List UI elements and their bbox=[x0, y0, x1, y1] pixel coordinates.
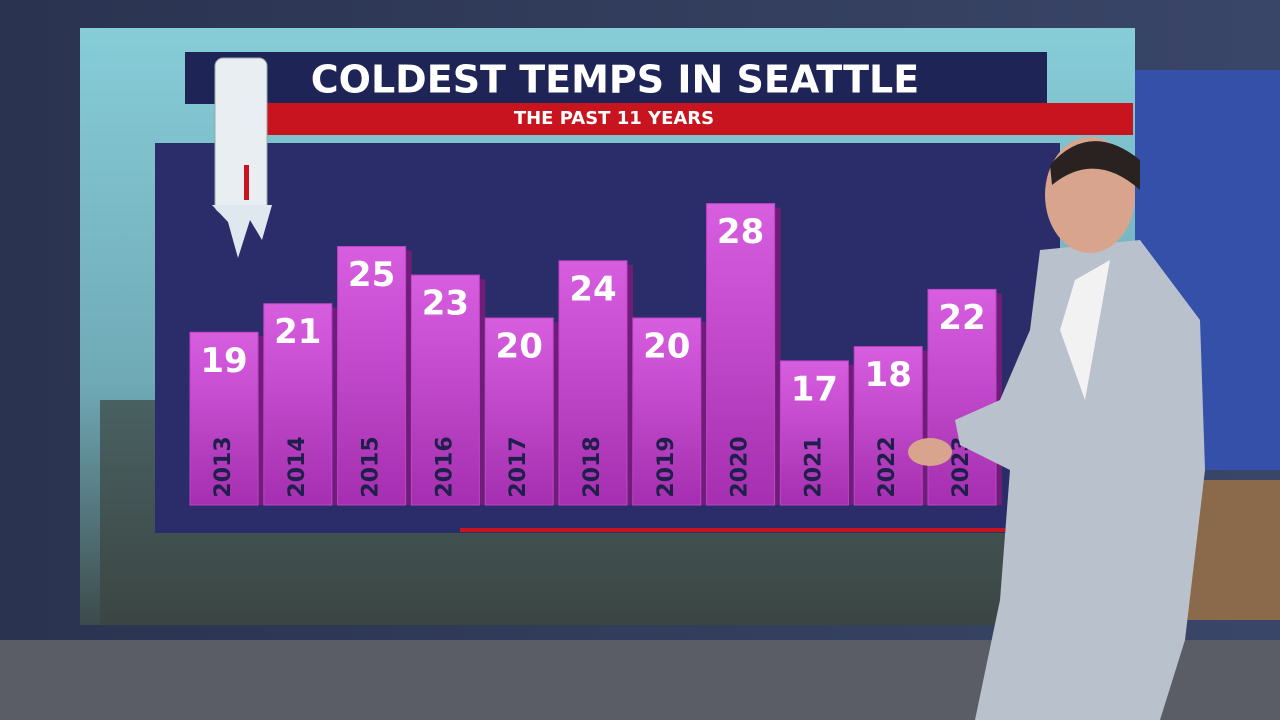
bar-side bbox=[331, 307, 338, 505]
bar-side bbox=[479, 279, 486, 505]
bar-side bbox=[774, 207, 781, 505]
panel-accent bbox=[460, 528, 1005, 532]
bar-side bbox=[700, 322, 707, 505]
bar-side bbox=[627, 264, 633, 505]
x-tick-label: 2016 bbox=[432, 436, 457, 497]
x-tick-label: 2020 bbox=[728, 436, 753, 497]
subtitle-bar bbox=[265, 103, 1133, 135]
data-label: 23 bbox=[422, 284, 469, 324]
bar-side bbox=[922, 350, 929, 505]
bar bbox=[337, 246, 407, 506]
x-tick-label: 2013 bbox=[211, 436, 236, 497]
x-tick-label: 2018 bbox=[580, 436, 605, 497]
bar-side bbox=[405, 250, 412, 505]
chart-subtitle: THE PAST 11 YEARS bbox=[514, 108, 714, 129]
x-tick-label: 2017 bbox=[506, 436, 531, 497]
data-label: 18 bbox=[865, 355, 912, 395]
x-tick-label: 2015 bbox=[359, 436, 384, 497]
thermometer-mercury bbox=[244, 165, 249, 200]
presenter-suit bbox=[955, 240, 1205, 720]
presenter-shirt bbox=[1060, 260, 1110, 400]
data-label: 17 bbox=[791, 369, 838, 409]
data-label: 28 bbox=[717, 212, 764, 252]
bar bbox=[853, 346, 923, 506]
x-tick-label: 2019 bbox=[654, 436, 679, 497]
data-label: 22 bbox=[938, 298, 985, 338]
presenter-hand bbox=[908, 438, 952, 466]
bar-side bbox=[553, 322, 560, 505]
presenter-hair bbox=[1050, 141, 1140, 190]
bar bbox=[927, 288, 997, 506]
bar bbox=[484, 317, 554, 506]
x-tick-label: 2014 bbox=[285, 436, 310, 497]
bar-side bbox=[848, 364, 855, 505]
bar bbox=[410, 274, 480, 506]
x-tick-label: 2022 bbox=[875, 436, 900, 497]
chart-title: COLDEST TEMPS IN SEATTLE bbox=[311, 58, 919, 102]
thermometer-body bbox=[214, 57, 268, 214]
data-label: 25 bbox=[348, 255, 395, 295]
bar bbox=[632, 317, 702, 506]
data-label: 21 bbox=[274, 312, 321, 352]
thermometer-icon bbox=[212, 57, 272, 258]
title-bar bbox=[185, 52, 1047, 104]
data-label: 20 bbox=[643, 327, 690, 367]
x-tick-label: 2021 bbox=[801, 436, 826, 497]
bar bbox=[706, 203, 776, 506]
data-label: 24 bbox=[569, 269, 616, 309]
bars: 1920132120142520152320162020172420182020… bbox=[189, 203, 1002, 506]
data-label: 20 bbox=[496, 327, 543, 367]
bar bbox=[189, 331, 259, 506]
bar bbox=[558, 260, 628, 506]
presenter bbox=[908, 137, 1205, 720]
data-label: 19 bbox=[200, 341, 247, 381]
bar-side bbox=[996, 293, 1002, 505]
bar-side bbox=[258, 336, 264, 505]
icicles bbox=[212, 205, 272, 258]
bar bbox=[263, 303, 333, 506]
bar bbox=[779, 360, 849, 506]
